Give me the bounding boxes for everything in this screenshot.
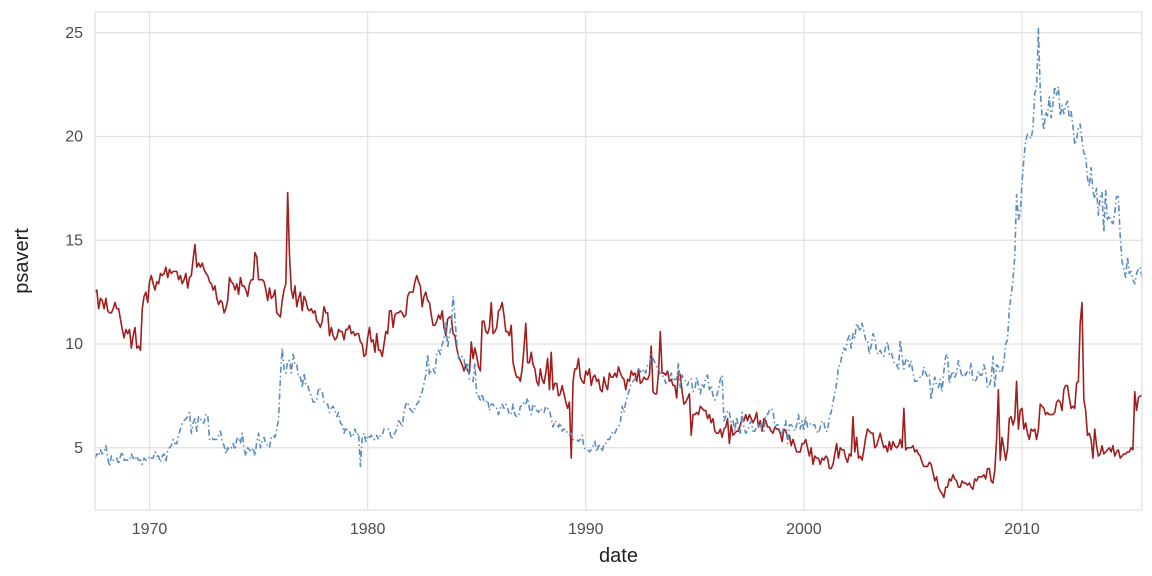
x-tick-label: 1990 [568, 521, 604, 538]
y-tick-label: 5 [74, 440, 83, 457]
timeseries-chart: 1970 1980 1990 2000 2010 5 10 15 20 25 date psavert [0, 0, 1152, 576]
y-tick-label: 10 [65, 336, 83, 353]
x-tick-label: 2000 [786, 521, 822, 538]
x-tick-label: 1970 [132, 521, 168, 538]
chart-svg: 1970 1980 1990 2000 2010 5 10 15 20 25 date psavert [0, 0, 1152, 576]
plot-panel [95, 12, 1142, 510]
x-axis-title: date [599, 545, 638, 567]
x-tick-label: 1980 [350, 521, 386, 538]
y-tick-label: 25 [65, 25, 83, 42]
y-tick-label: 20 [65, 129, 83, 146]
y-axis-title: psavert [11, 228, 33, 294]
x-tick-label: 2010 [1004, 521, 1040, 538]
y-tick-label: 15 [65, 232, 83, 249]
